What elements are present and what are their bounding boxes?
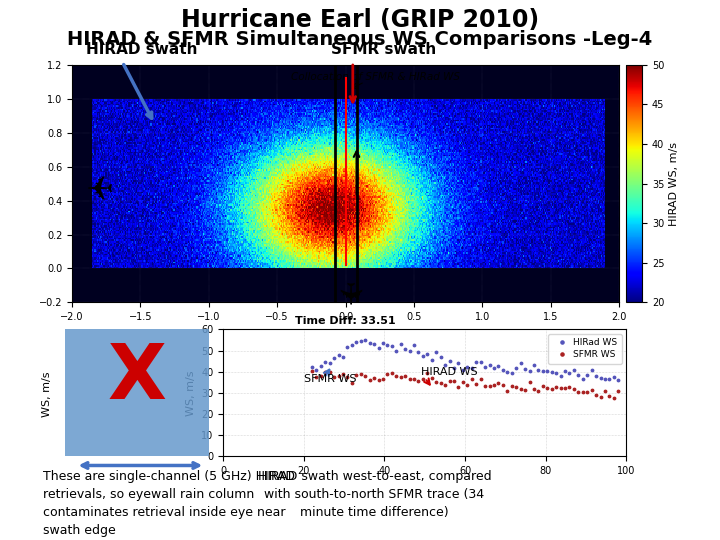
SFMR WS bbox=[348, 380, 356, 386]
HIRad WS bbox=[348, 342, 356, 348]
Text: Collocation of SFMR & HIRad WS: Collocation of SFMR & HIRad WS bbox=[291, 72, 460, 82]
Line: SFMR WS: SFMR WS bbox=[310, 369, 621, 401]
SFMR WS bbox=[570, 386, 578, 393]
Text: Time Diff: 33.51: Time Diff: 33.51 bbox=[295, 316, 396, 326]
Text: HIRAD swath: HIRAD swath bbox=[86, 42, 198, 57]
HIRad WS bbox=[481, 364, 490, 370]
Y-axis label: WS, m/s: WS, m/s bbox=[186, 370, 196, 416]
Text: HIRAD & SFMR Simultaneous WS Comparisons -Leg-4: HIRAD & SFMR Simultaneous WS Comparisons… bbox=[68, 30, 652, 49]
Text: HIRAD WS: HIRAD WS bbox=[420, 367, 477, 377]
HIRad WS bbox=[614, 376, 623, 383]
Text: WS, m/s: WS, m/s bbox=[42, 372, 52, 417]
HIRad WS bbox=[383, 342, 392, 349]
Text: SFMR swath: SFMR swath bbox=[331, 42, 436, 57]
Legend: HIRad WS, SFMR WS: HIRad WS, SFMR WS bbox=[548, 334, 622, 363]
Line: HIRad WS: HIRad WS bbox=[310, 338, 621, 382]
Text: Hurricane Earl (GRIP 2010): Hurricane Earl (GRIP 2010) bbox=[181, 8, 539, 32]
HIRad WS bbox=[361, 337, 369, 343]
SFMR WS bbox=[401, 373, 410, 380]
Text: HIRAD swath west-to-east, compared
with south-to-north SFMR trace (34
minute tim: HIRAD swath west-to-east, compared with … bbox=[258, 470, 491, 519]
Text: X: X bbox=[107, 341, 166, 415]
HIRad WS bbox=[307, 364, 316, 370]
SFMR WS bbox=[610, 395, 618, 402]
Text: These are single-channel (5 GHz) HIRAD
retrievals, so eyewall rain column
contam: These are single-channel (5 GHz) HIRAD r… bbox=[43, 470, 295, 537]
HIRad WS bbox=[405, 348, 414, 354]
SFMR WS bbox=[614, 388, 623, 395]
SFMR WS bbox=[307, 368, 316, 374]
HIRad WS bbox=[570, 367, 578, 374]
SFMR WS bbox=[379, 375, 387, 382]
Text: ✈: ✈ bbox=[83, 167, 111, 200]
Text: SFMR WS: SFMR WS bbox=[304, 374, 356, 384]
SFMR WS bbox=[477, 376, 485, 382]
Y-axis label: HIRAD WS, m/s: HIRAD WS, m/s bbox=[669, 141, 679, 226]
HIRad WS bbox=[574, 372, 582, 378]
Text: ✈: ✈ bbox=[331, 281, 360, 307]
SFMR WS bbox=[565, 383, 574, 390]
